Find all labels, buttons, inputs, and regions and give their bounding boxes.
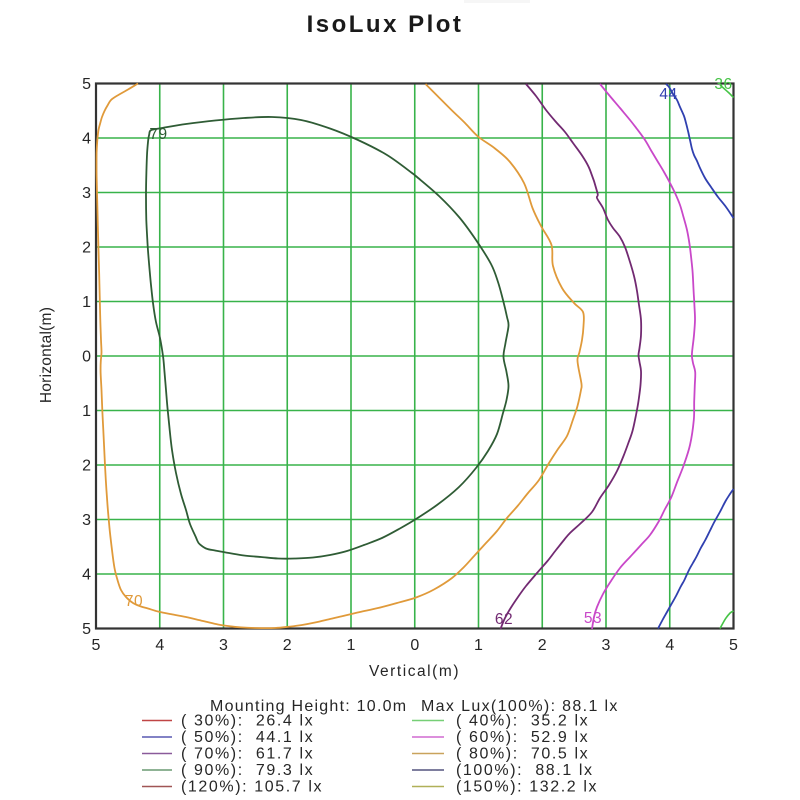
svg-text:3: 3 (82, 512, 91, 529)
svg-text:Max Lux(100%): 88.1 lx: Max Lux(100%): 88.1 lx (421, 698, 619, 715)
svg-text:2: 2 (82, 240, 91, 257)
svg-text:Mounting Height: 10.0m: Mounting Height: 10.0m (210, 698, 407, 715)
svg-text:( 50%): 44.1 lx: ( 50%): 44.1 lx (181, 729, 314, 746)
svg-text:( 30%): 26.4 lx: ( 30%): 26.4 lx (181, 713, 314, 730)
svg-text:Vertical(m): Vertical(m) (369, 663, 460, 680)
svg-text:IsoLux Plot: IsoLux Plot (307, 11, 464, 38)
svg-text:5: 5 (729, 637, 738, 654)
svg-text:5: 5 (92, 637, 101, 654)
svg-text:(120%): 105.7 lx: (120%): 105.7 lx (181, 779, 323, 796)
svg-text:( 60%): 52.9 lx: ( 60%): 52.9 lx (456, 729, 589, 746)
svg-text:( 90%): 79.3 lx: ( 90%): 79.3 lx (181, 762, 314, 779)
svg-text:53: 53 (584, 610, 602, 627)
svg-text:Horizontal(m): Horizontal(m) (38, 307, 55, 403)
svg-text:4: 4 (82, 567, 91, 584)
svg-text:1: 1 (82, 403, 91, 420)
svg-text:2: 2 (82, 458, 91, 475)
svg-text:1: 1 (347, 637, 356, 654)
svg-text:3: 3 (82, 185, 91, 202)
svg-text:(100%): 88.1 lx: (100%): 88.1 lx (456, 762, 594, 779)
svg-text:( 70%): 61.7 lx: ( 70%): 61.7 lx (181, 746, 314, 763)
svg-text:3: 3 (602, 637, 611, 654)
svg-text:(150%): 132.2 lx: (150%): 132.2 lx (456, 779, 598, 796)
svg-text:4: 4 (665, 637, 674, 654)
svg-text:44: 44 (659, 86, 677, 103)
svg-text:2: 2 (283, 637, 292, 654)
svg-text:62: 62 (495, 611, 513, 628)
svg-text:5: 5 (82, 621, 91, 638)
svg-text:3: 3 (219, 637, 228, 654)
svg-text:2: 2 (538, 637, 547, 654)
svg-text:( 40%): 35.2 lx: ( 40%): 35.2 lx (456, 713, 589, 730)
svg-text:4: 4 (155, 637, 164, 654)
svg-text:36: 36 (714, 76, 732, 93)
svg-text:0: 0 (82, 349, 91, 366)
svg-text:( 80%): 70.5 lx: ( 80%): 70.5 lx (456, 746, 589, 763)
svg-text:0: 0 (410, 637, 419, 654)
svg-text:4: 4 (82, 131, 91, 148)
svg-text:79: 79 (149, 126, 167, 143)
svg-text:5: 5 (82, 76, 91, 93)
svg-text:1: 1 (474, 637, 483, 654)
svg-text:70: 70 (125, 593, 143, 610)
svg-text:1: 1 (82, 294, 91, 311)
